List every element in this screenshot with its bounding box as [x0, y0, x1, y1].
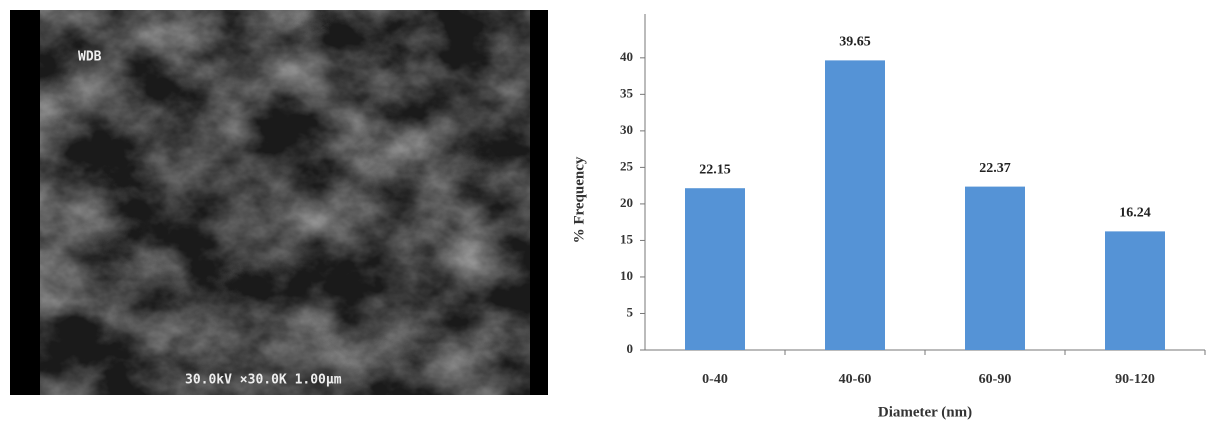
- bar: [1105, 231, 1165, 350]
- y-tick-label: 0: [627, 341, 634, 356]
- sem-texture: [40, 10, 530, 395]
- y-axis-title: % Frequency: [571, 156, 587, 243]
- sem-sample-label: WDB: [78, 50, 102, 65]
- data-label: 22.15: [699, 162, 731, 177]
- y-tick-label: 30: [620, 122, 633, 137]
- x-tick-label: 0-40: [702, 372, 728, 387]
- bar: [965, 187, 1025, 350]
- data-label: 16.24: [1119, 206, 1151, 221]
- figure: WDB 30.0kV ×30.0K 1.00µm Diameter (nm) %…: [0, 0, 1210, 429]
- bar: [685, 188, 745, 350]
- y-tick-label: 40: [620, 49, 633, 64]
- y-tick-label: 20: [620, 195, 633, 210]
- sem-border: [530, 10, 548, 395]
- y-tick-label: 10: [620, 268, 633, 283]
- y-tick-label: 15: [620, 231, 634, 246]
- sem-border: [10, 10, 40, 395]
- sem-micrograph: WDB 30.0kV ×30.0K 1.00µm: [10, 10, 548, 395]
- y-tick-label: 5: [627, 304, 634, 319]
- y-tick-label: 35: [620, 85, 634, 100]
- bar: [825, 60, 885, 350]
- x-axis-title: Diameter (nm): [878, 404, 972, 420]
- sem-caption: 30.0kV ×30.0K 1.00µm: [185, 373, 342, 388]
- data-label: 22.37: [979, 161, 1011, 176]
- x-tick-label: 60-90: [979, 372, 1012, 387]
- data-label: 39.65: [839, 35, 871, 50]
- x-tick-label: 40-60: [839, 372, 872, 387]
- y-tick-label: 25: [620, 158, 634, 173]
- x-tick-label: 90-120: [1115, 372, 1155, 387]
